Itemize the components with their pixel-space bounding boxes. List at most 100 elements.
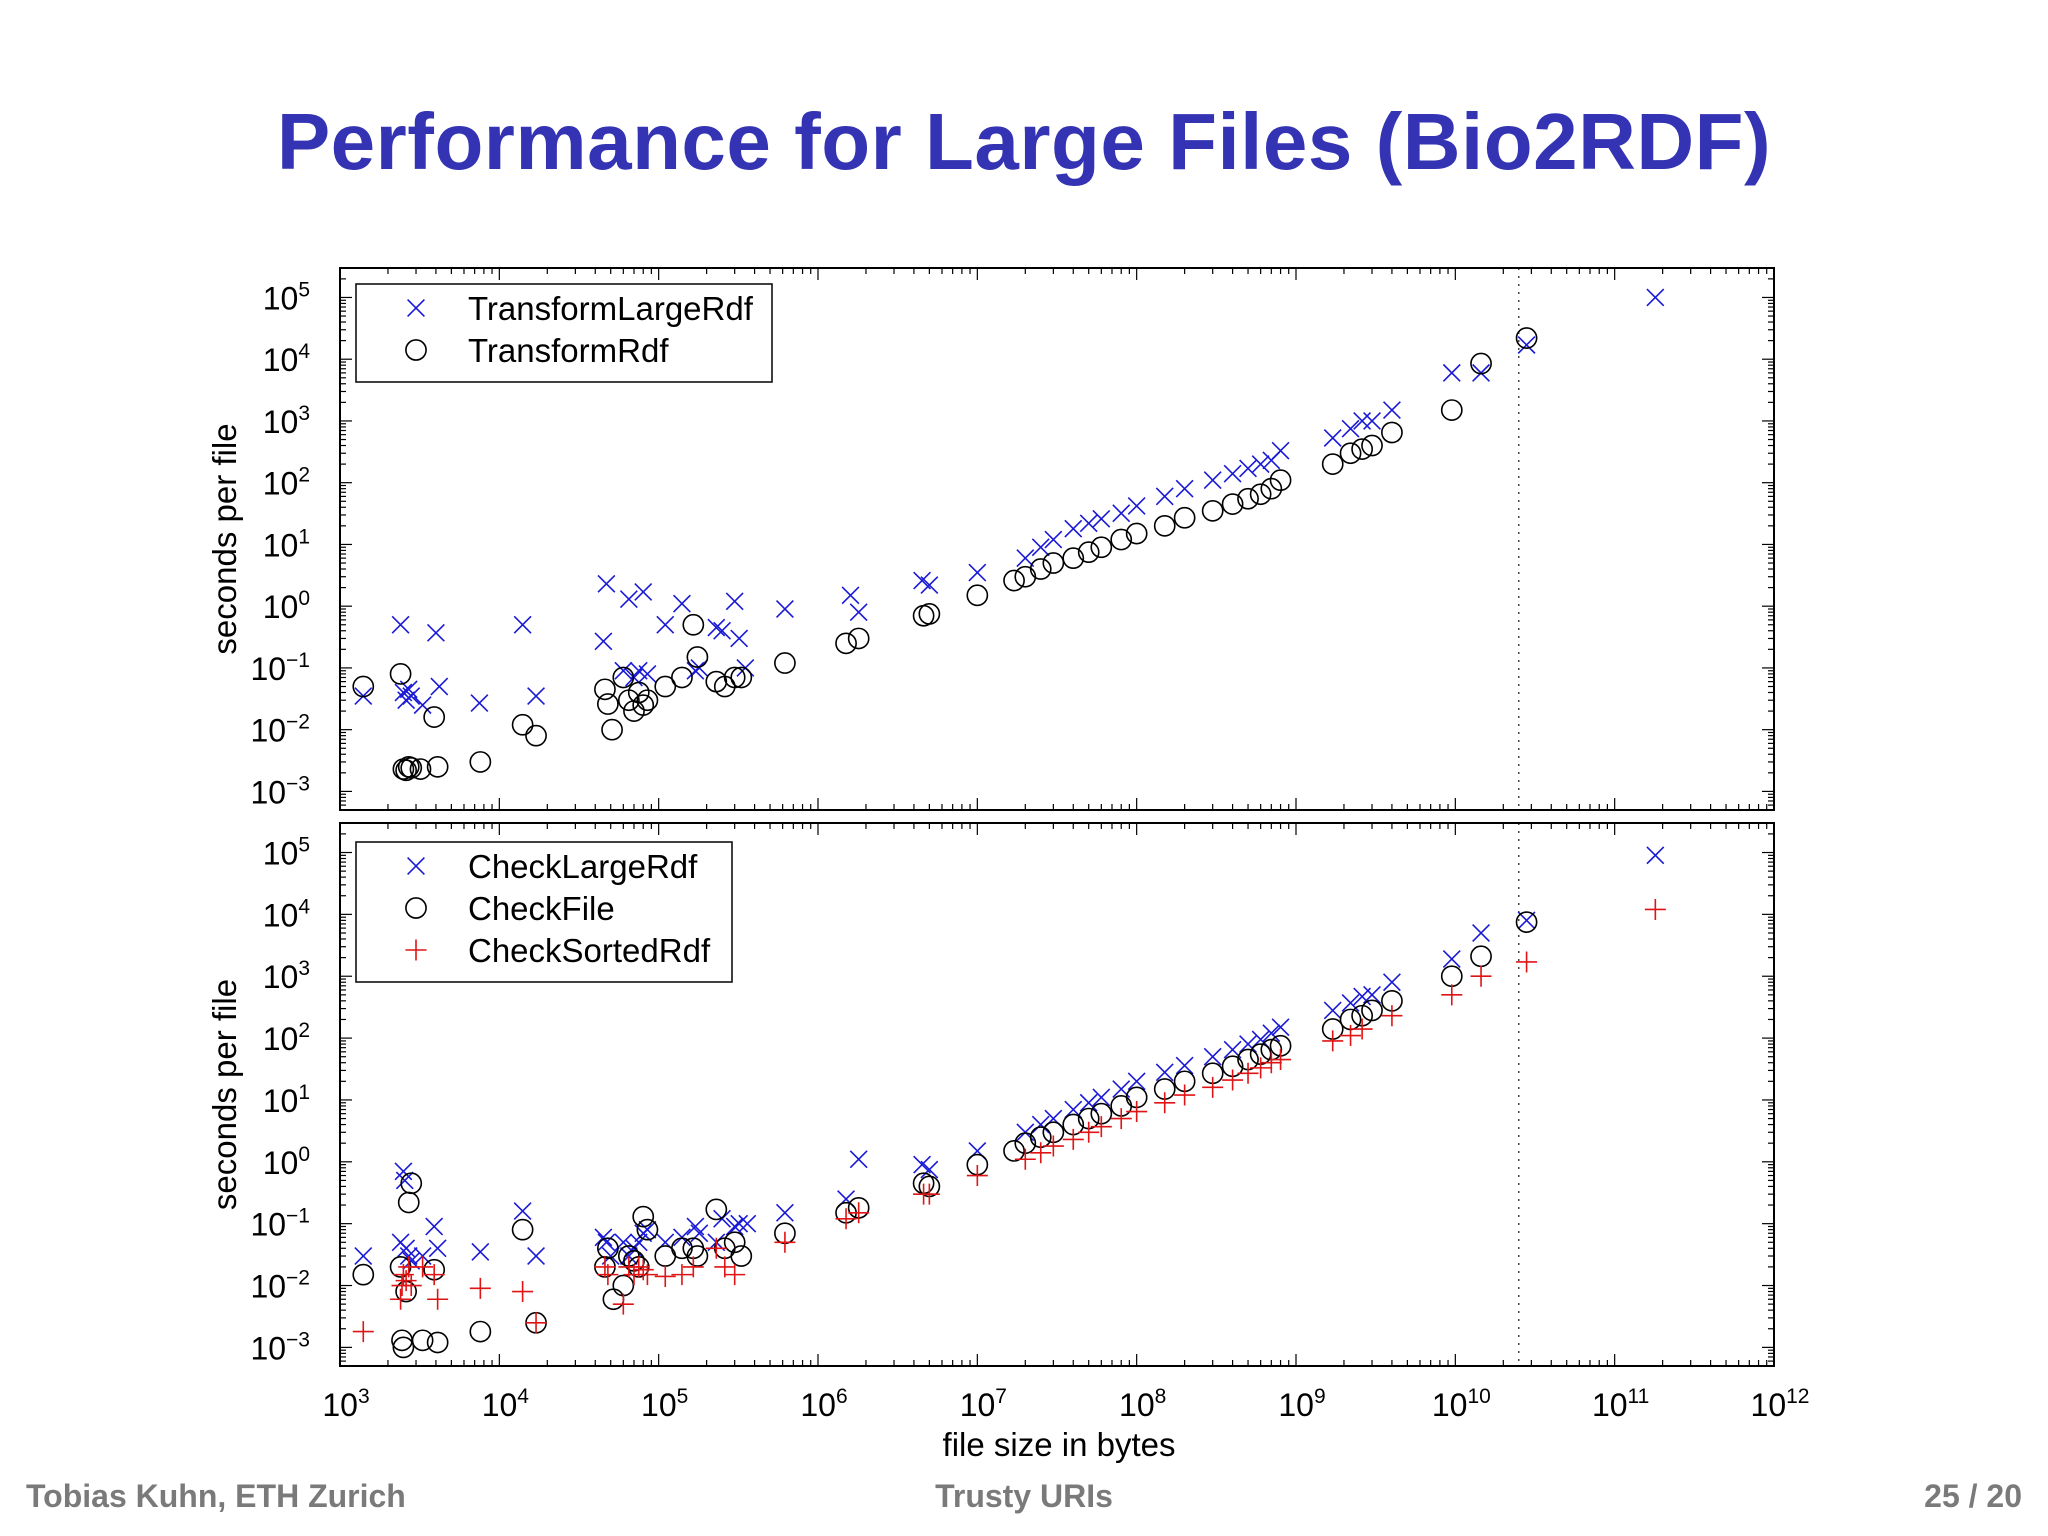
data-point bbox=[426, 755, 449, 778]
data-point bbox=[400, 757, 423, 779]
data-point bbox=[527, 1247, 546, 1265]
data-point bbox=[686, 646, 709, 668]
data-point bbox=[1203, 1047, 1222, 1066]
data-point bbox=[469, 1320, 492, 1343]
y-tick-labels: 10−3 10−2 10−1 100 101 102 103 104 105 bbox=[250, 278, 310, 810]
data-point bbox=[1110, 528, 1133, 551]
data-point bbox=[1440, 399, 1463, 421]
y-tick-label: 10−2 bbox=[250, 1267, 310, 1305]
data-point bbox=[1321, 453, 1344, 475]
legend-label: CheckSortedRdf bbox=[468, 932, 711, 969]
x-tick-label: 109 bbox=[1278, 1385, 1325, 1423]
footer-talk-title: Trusty URIs bbox=[935, 1478, 1113, 1514]
data-point bbox=[395, 759, 417, 782]
data-point bbox=[1249, 483, 1272, 506]
data-point bbox=[1472, 924, 1491, 942]
y-tick-label: 10−2 bbox=[250, 711, 310, 749]
legend-marker bbox=[407, 857, 425, 875]
data-point bbox=[1271, 1018, 1290, 1037]
data-point bbox=[672, 1228, 691, 1247]
data-point bbox=[672, 594, 691, 613]
data-point bbox=[413, 696, 432, 715]
data-point bbox=[395, 1270, 417, 1292]
data-point bbox=[594, 632, 613, 651]
data-point bbox=[389, 663, 412, 685]
data-point bbox=[423, 1264, 445, 1286]
data-point bbox=[1237, 487, 1259, 510]
data-point bbox=[1323, 429, 1342, 447]
data-point bbox=[597, 1233, 616, 1252]
data-point bbox=[1079, 1093, 1098, 1112]
data-point bbox=[1110, 1108, 1132, 1130]
data-point bbox=[835, 1208, 857, 1230]
legend-marker bbox=[405, 939, 427, 961]
data-point bbox=[1155, 1063, 1174, 1082]
data-point bbox=[730, 1214, 749, 1233]
y-tick-label: 102 bbox=[263, 464, 310, 502]
data-point bbox=[1351, 1018, 1373, 1040]
legend-marker bbox=[405, 897, 427, 919]
legend-marker bbox=[407, 299, 425, 317]
data-point bbox=[594, 678, 616, 701]
data-point bbox=[1470, 352, 1492, 375]
data-point bbox=[1361, 434, 1383, 457]
y-tick-label: 100 bbox=[263, 1143, 310, 1181]
data-point bbox=[409, 758, 432, 780]
data-point bbox=[1441, 984, 1463, 1006]
data-point bbox=[634, 582, 653, 601]
plot-frame bbox=[339, 267, 1775, 811]
data-point bbox=[511, 713, 534, 736]
data-point bbox=[1381, 421, 1403, 444]
data-point bbox=[1223, 464, 1242, 483]
y-tick-label: 10−1 bbox=[250, 1205, 310, 1243]
data-point bbox=[399, 1247, 418, 1265]
data-point bbox=[1125, 522, 1148, 545]
data-point bbox=[1517, 336, 1536, 354]
footer-author: Tobias Kuhn, ETH Zurich bbox=[26, 1478, 406, 1514]
data-point bbox=[512, 1281, 534, 1303]
data-point bbox=[596, 693, 619, 715]
legend: CheckLargeRdf CheckFile CheckSortedRdf bbox=[355, 841, 733, 983]
data-point bbox=[632, 1259, 654, 1281]
data-point bbox=[1382, 401, 1401, 420]
legend-label: CheckFile bbox=[468, 890, 615, 927]
data-point bbox=[1153, 514, 1176, 537]
data-point bbox=[1515, 911, 1538, 933]
series-TransformRdf bbox=[352, 327, 1538, 782]
y-tick-label: 100 bbox=[263, 587, 310, 625]
data-point bbox=[1175, 1056, 1194, 1075]
data-point bbox=[847, 627, 870, 650]
y-tick-label: 102 bbox=[263, 1019, 310, 1057]
data-point bbox=[1030, 1142, 1052, 1164]
data-point bbox=[774, 652, 796, 674]
data-point bbox=[513, 615, 532, 634]
data-point bbox=[1174, 1084, 1196, 1106]
data-point bbox=[614, 661, 633, 680]
x-tick-label: 1012 bbox=[1751, 1385, 1810, 1423]
legend-box bbox=[355, 841, 733, 983]
data-point bbox=[469, 1277, 491, 1299]
data-point bbox=[1031, 1115, 1050, 1134]
data-point bbox=[671, 1264, 693, 1286]
data-point bbox=[636, 1264, 658, 1286]
data-point bbox=[428, 1239, 447, 1258]
data-point bbox=[1516, 951, 1538, 973]
data-point bbox=[966, 1165, 988, 1187]
data-point bbox=[1260, 1052, 1282, 1074]
data-point bbox=[392, 1336, 415, 1359]
data-point bbox=[395, 1171, 414, 1190]
data-point bbox=[1175, 479, 1194, 498]
data-point bbox=[713, 621, 732, 640]
data-point bbox=[1112, 504, 1131, 523]
data-point bbox=[1042, 1135, 1064, 1157]
data-point bbox=[725, 592, 744, 611]
y-tick-label: 103 bbox=[263, 402, 310, 440]
data-point bbox=[738, 1214, 757, 1233]
data-point bbox=[1127, 496, 1146, 515]
data-point bbox=[1646, 288, 1665, 307]
y-tick-label: 10−1 bbox=[250, 649, 310, 687]
data-point bbox=[966, 584, 989, 607]
data-point bbox=[1029, 558, 1052, 580]
data-point bbox=[1173, 506, 1196, 529]
